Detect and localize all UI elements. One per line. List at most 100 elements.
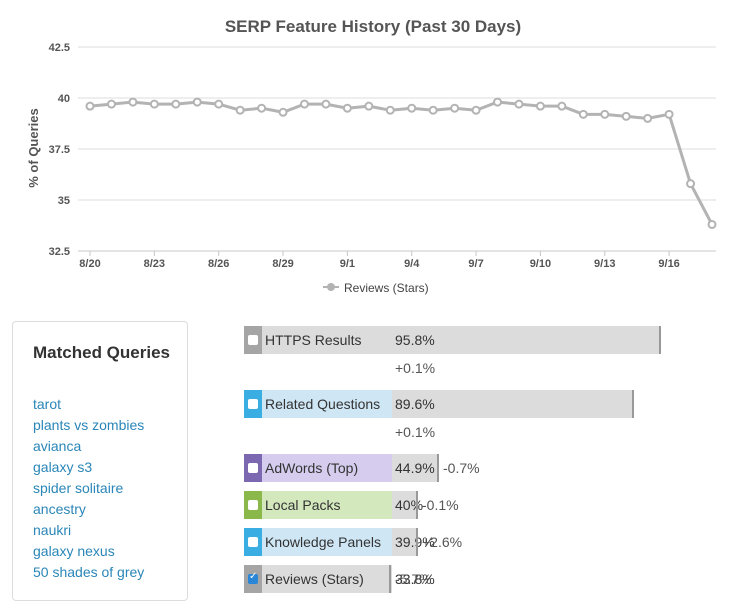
data-point[interactable] bbox=[578, 109, 588, 119]
feature-label: Local Packs bbox=[262, 491, 392, 519]
legend-label-reviews-stars: Reviews (Stars) bbox=[344, 281, 429, 295]
data-point[interactable] bbox=[192, 97, 202, 107]
feature-change: +0.1% bbox=[395, 424, 436, 440]
query-link[interactable]: galaxy nexus bbox=[33, 543, 115, 559]
checkbox-icon[interactable] bbox=[248, 537, 258, 547]
feature-percent: 40% bbox=[395, 497, 424, 513]
query-link[interactable]: plants vs zombies bbox=[33, 417, 145, 433]
feature-change: +0.1% bbox=[395, 360, 436, 376]
checkbox-icon[interactable] bbox=[248, 335, 258, 345]
matched-queries-title: Matched Queries bbox=[33, 343, 170, 362]
feature-color-swatch bbox=[244, 454, 262, 482]
y-tick-label: 32.5 bbox=[49, 246, 70, 258]
data-point[interactable] bbox=[85, 101, 95, 111]
feature-bar-end bbox=[437, 454, 439, 482]
feature-bar-end bbox=[416, 491, 418, 519]
query-link[interactable]: 50 shades of grey bbox=[33, 564, 145, 580]
data-point[interactable] bbox=[149, 99, 159, 109]
data-point[interactable] bbox=[686, 179, 696, 189]
feature-label: Knowledge Panels bbox=[262, 528, 392, 556]
feature-bar-end bbox=[659, 326, 661, 354]
x-tick-label: 9/10 bbox=[530, 258, 551, 270]
data-point[interactable] bbox=[385, 105, 395, 115]
data-point[interactable] bbox=[278, 107, 288, 117]
data-point[interactable] bbox=[600, 109, 610, 119]
data-point[interactable] bbox=[407, 103, 417, 113]
data-point[interactable] bbox=[428, 105, 438, 115]
x-tick-label: 9/16 bbox=[658, 258, 679, 270]
feature-color-swatch bbox=[244, 528, 262, 556]
data-point[interactable] bbox=[664, 109, 674, 119]
feature-change: +2.6% bbox=[422, 534, 463, 550]
feature-bar-end bbox=[389, 565, 391, 593]
data-point[interactable] bbox=[321, 99, 331, 109]
feature-label: HTTPS Results bbox=[262, 326, 392, 354]
feature-label: Related Questions bbox=[262, 390, 392, 418]
query-link[interactable]: galaxy s3 bbox=[33, 459, 93, 475]
data-point[interactable] bbox=[235, 105, 245, 115]
y-tick-label: 42.5 bbox=[49, 42, 70, 54]
x-tick-label: 8/20 bbox=[79, 258, 100, 270]
query-link[interactable]: ancestry bbox=[33, 501, 86, 517]
data-point[interactable] bbox=[364, 101, 374, 111]
feature-change: -0.7% bbox=[443, 460, 480, 476]
x-tick-label: 8/23 bbox=[144, 258, 165, 270]
feature-percent: 39.9% bbox=[395, 534, 435, 550]
query-link[interactable]: avianca bbox=[33, 438, 82, 454]
data-point[interactable] bbox=[557, 101, 567, 111]
data-point[interactable] bbox=[106, 99, 116, 109]
y-tick-label: 40 bbox=[58, 93, 70, 105]
checkbox-icon[interactable] bbox=[248, 463, 258, 473]
feature-bar-end bbox=[416, 528, 418, 556]
feature-color-swatch bbox=[244, 326, 262, 354]
feature-percent: 44.9% bbox=[395, 460, 435, 476]
data-point[interactable] bbox=[299, 99, 309, 109]
feature-color-swatch bbox=[244, 565, 262, 593]
y-tick-label: 37.5 bbox=[49, 144, 70, 156]
chart-legend[interactable]: Reviews (Stars) bbox=[323, 281, 429, 295]
feature-bar-end bbox=[632, 390, 634, 418]
x-tick-label: 8/26 bbox=[208, 258, 229, 270]
y-tick-label: 35 bbox=[58, 195, 70, 207]
data-point[interactable] bbox=[342, 103, 352, 113]
data-point[interactable] bbox=[257, 103, 267, 113]
data-point[interactable] bbox=[493, 97, 503, 107]
matched-queries-panel: Matched Queries tarot plants vs zombies av… bbox=[12, 321, 188, 601]
series-line-reviews-stars bbox=[89, 100, 714, 226]
data-point[interactable] bbox=[471, 105, 481, 115]
query-link[interactable]: spider solitaire bbox=[33, 480, 124, 496]
data-point[interactable] bbox=[707, 219, 717, 229]
feature-change: -5.7% bbox=[395, 571, 432, 587]
query-link[interactable]: tarot bbox=[33, 396, 62, 412]
feature-change: -0.1% bbox=[422, 497, 459, 513]
feature-percent: 95.8% bbox=[395, 332, 435, 348]
chart-title: SERP Feature History (Past 30 Days) bbox=[225, 17, 521, 36]
checkbox-checked-icon[interactable] bbox=[248, 571, 258, 584]
feature-label: Reviews (Stars) bbox=[262, 565, 392, 593]
x-tick-label: 9/1 bbox=[340, 258, 355, 270]
y-axis-label: % of Queries bbox=[26, 108, 41, 187]
serp-history-chart: SERP Feature History (Past 30 Days) % of… bbox=[26, 17, 717, 295]
checkbox-icon[interactable] bbox=[248, 500, 258, 510]
data-point[interactable] bbox=[128, 97, 138, 107]
x-tick-label: 8/29 bbox=[272, 258, 293, 270]
data-point[interactable] bbox=[621, 111, 631, 121]
data-point[interactable] bbox=[643, 113, 653, 123]
feature-color-swatch bbox=[244, 390, 262, 418]
data-point[interactable] bbox=[171, 99, 181, 109]
feature-percent: 33.8% bbox=[395, 571, 435, 587]
data-point[interactable] bbox=[214, 99, 224, 109]
data-point[interactable] bbox=[450, 103, 460, 113]
matched-queries-list: tarot plants vs zombies avianca galaxy s3 sp… bbox=[33, 394, 144, 583]
legend-marker-icon bbox=[327, 283, 335, 291]
x-tick-label: 9/4 bbox=[404, 258, 420, 270]
checkbox-icon[interactable] bbox=[248, 399, 258, 409]
feature-percent: 89.6% bbox=[395, 396, 435, 412]
feature-color-swatch bbox=[244, 491, 262, 519]
feature-label: AdWords (Top) bbox=[262, 454, 392, 482]
data-point[interactable] bbox=[535, 101, 545, 111]
query-link[interactable]: naukri bbox=[33, 522, 72, 538]
x-tick-label: 9/7 bbox=[468, 258, 483, 270]
x-tick-label: 9/13 bbox=[594, 258, 615, 270]
data-point[interactable] bbox=[514, 99, 524, 109]
